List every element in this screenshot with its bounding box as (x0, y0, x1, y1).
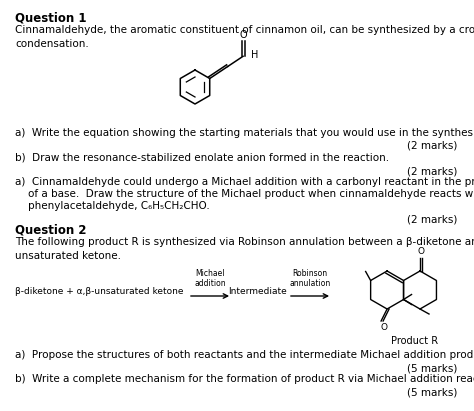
Text: O: O (239, 30, 247, 40)
Text: b)  Write a complete mechanism for the formation of product R via Michael additi: b) Write a complete mechanism for the fo… (15, 374, 474, 384)
Text: Michael
addition: Michael addition (194, 269, 226, 288)
Text: H: H (251, 50, 258, 60)
Text: Question 1: Question 1 (15, 12, 86, 25)
Text: The following product R is synthesized via Robinson annulation between a β-diket: The following product R is synthesized v… (15, 237, 474, 261)
Text: Robinson
annulation: Robinson annulation (289, 269, 331, 288)
Text: (5 marks): (5 marks) (407, 387, 457, 397)
Text: b)  Draw the resonance-stabilized enolate anion formed in the reaction.: b) Draw the resonance-stabilized enolate… (15, 153, 389, 163)
Text: a)  Cinnamaldehyde could undergo a Michael addition with a carbonyl reactant in : a) Cinnamaldehyde could undergo a Michae… (15, 177, 474, 187)
Text: (2 marks): (2 marks) (407, 141, 457, 151)
Text: phenylacetaldehyde, C₆H₅CH₂CHO.: phenylacetaldehyde, C₆H₅CH₂CHO. (15, 201, 210, 211)
Text: O: O (381, 323, 388, 332)
Text: of a base.  Draw the structure of the Michael product when cinnamaldehyde reacts: of a base. Draw the structure of the Mic… (15, 189, 474, 199)
Text: β-diketone + α,β-unsaturated ketone: β-diketone + α,β-unsaturated ketone (15, 288, 183, 296)
Text: Product R: Product R (392, 336, 438, 346)
Text: a)  Write the equation showing the starting materials that you would use in the : a) Write the equation showing the starti… (15, 128, 474, 138)
Text: (5 marks): (5 marks) (407, 363, 457, 373)
Text: (2 marks): (2 marks) (407, 166, 457, 176)
Text: a)  Propose the structures of both reactants and the intermediate Michael additi: a) Propose the structures of both reacta… (15, 350, 474, 360)
Text: Question 2: Question 2 (15, 223, 86, 236)
Text: Cinnamaldehyde, the aromatic constituent of cinnamon oil, can be synthesized by : Cinnamaldehyde, the aromatic constituent… (15, 25, 474, 49)
Text: O: O (418, 247, 425, 256)
Text: (2 marks): (2 marks) (407, 214, 457, 224)
Text: Intermediate: Intermediate (228, 288, 287, 296)
